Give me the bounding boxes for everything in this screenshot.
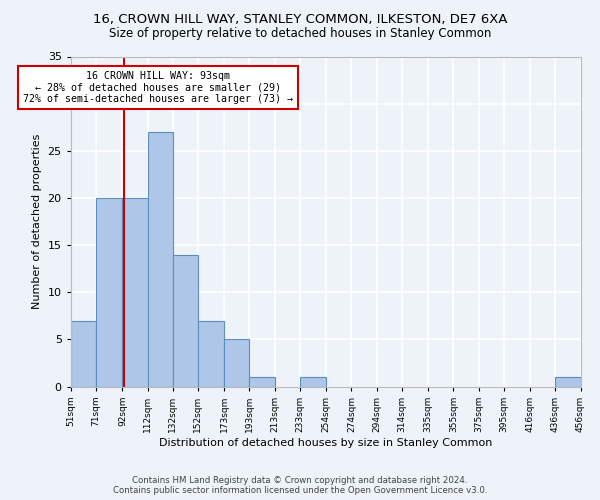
Bar: [71, 320, 96, 386]
Bar: [224, 340, 250, 386]
Bar: [250, 377, 275, 386]
Bar: [148, 132, 173, 386]
Bar: [300, 377, 326, 386]
X-axis label: Distribution of detached houses by size in Stanley Common: Distribution of detached houses by size …: [159, 438, 493, 448]
Bar: [96, 198, 122, 386]
Bar: [556, 377, 581, 386]
Text: 16, CROWN HILL WAY, STANLEY COMMON, ILKESTON, DE7 6XA: 16, CROWN HILL WAY, STANLEY COMMON, ILKE…: [93, 12, 507, 26]
Bar: [198, 320, 224, 386]
Bar: [122, 198, 148, 386]
Text: 16 CROWN HILL WAY: 93sqm
← 28% of detached houses are smaller (29)
72% of semi-d: 16 CROWN HILL WAY: 93sqm ← 28% of detach…: [23, 70, 293, 104]
Text: Size of property relative to detached houses in Stanley Common: Size of property relative to detached ho…: [109, 28, 491, 40]
Bar: [173, 254, 198, 386]
Text: Contains HM Land Registry data © Crown copyright and database right 2024.
Contai: Contains HM Land Registry data © Crown c…: [113, 476, 487, 495]
Y-axis label: Number of detached properties: Number of detached properties: [32, 134, 42, 309]
